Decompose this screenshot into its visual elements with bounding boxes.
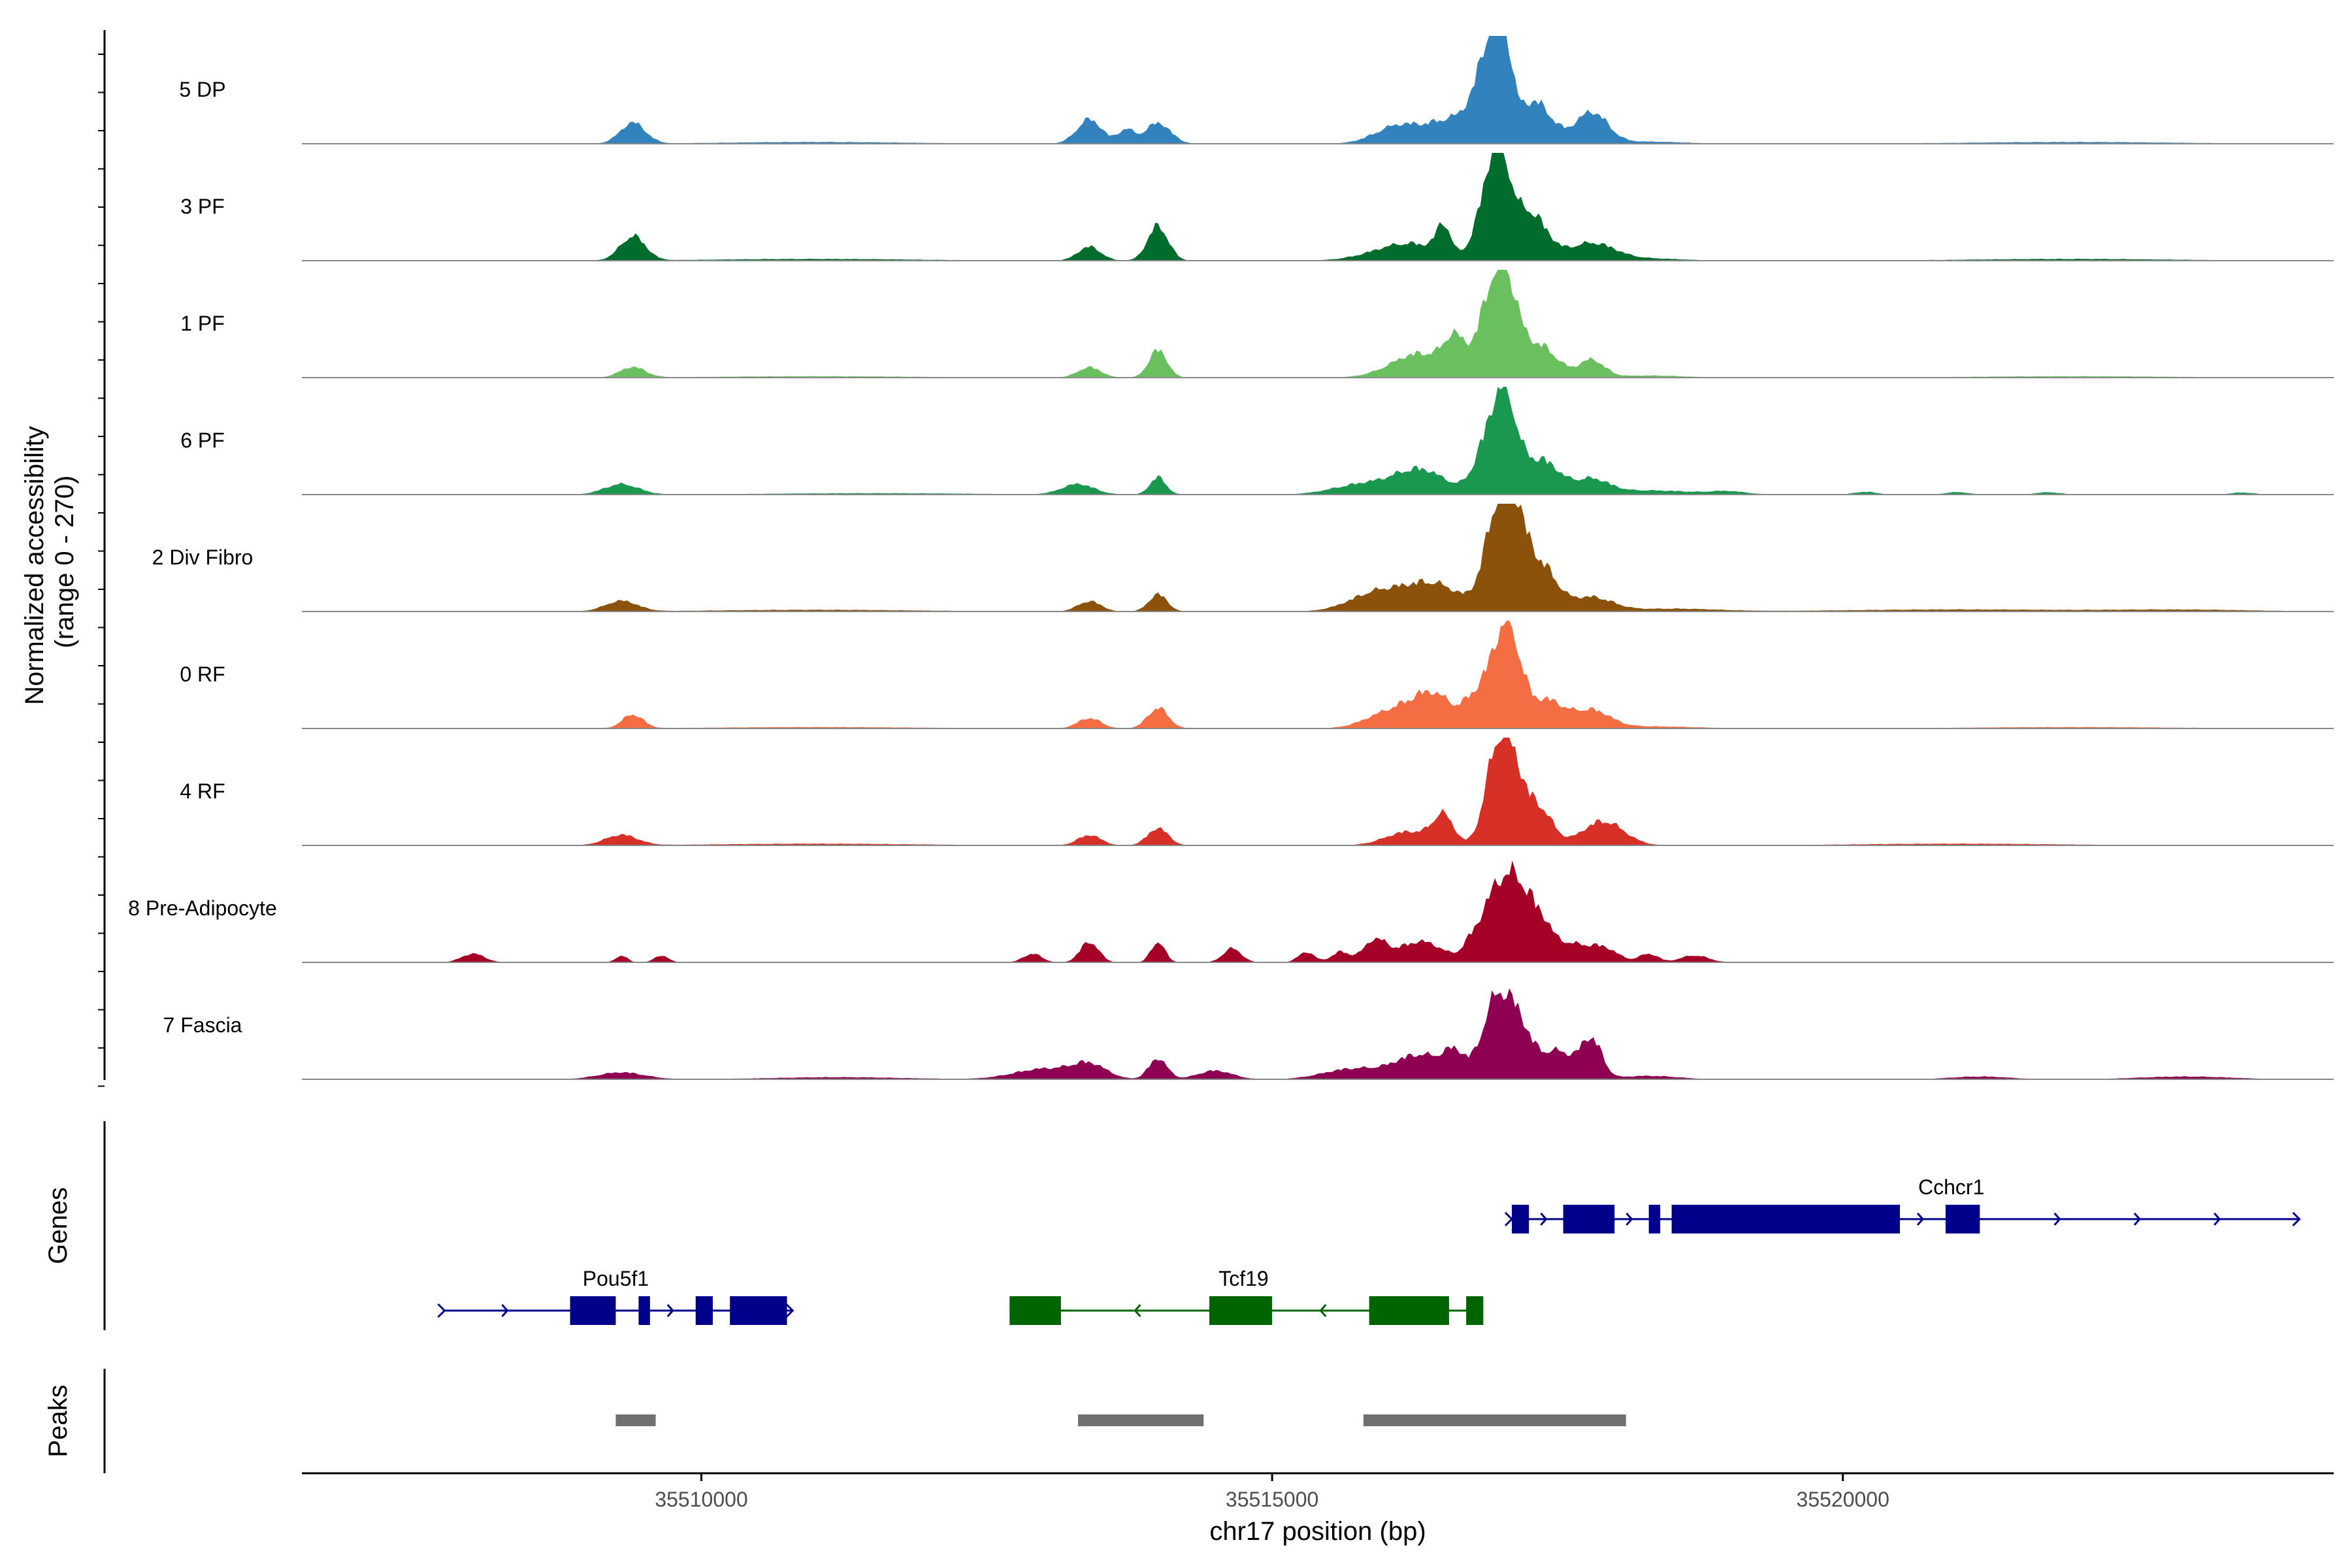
track-label: 7 Fascia bbox=[163, 1013, 242, 1037]
track-area bbox=[302, 36, 2334, 144]
genes-axis-label: Genes bbox=[44, 1187, 73, 1264]
exon bbox=[1563, 1205, 1615, 1233]
track-1: 3 PF bbox=[180, 153, 2334, 261]
track-label: 4 RF bbox=[180, 779, 225, 803]
strand-arrow bbox=[437, 1303, 446, 1318]
exon bbox=[1209, 1296, 1273, 1325]
peak-region bbox=[1363, 1414, 1626, 1426]
x-axis-label: chr17 position (bp) bbox=[1209, 1517, 1426, 1546]
track-area bbox=[302, 621, 2334, 728]
gene-cchcr1: Cchcr1 bbox=[1504, 1175, 2301, 1233]
track-2: 1 PF bbox=[180, 270, 2334, 378]
gene-annotations: Cchcr1 Pou5f1 Tcf19 bbox=[437, 1175, 2301, 1325]
track-4: 2 Div Fibro bbox=[152, 504, 2334, 612]
exon bbox=[1009, 1296, 1061, 1325]
gene-label: Tcf19 bbox=[1218, 1267, 1268, 1290]
track-label: 2 Div Fibro bbox=[152, 546, 253, 569]
x-axis-ticks: 35510000 35515000 35520000 bbox=[655, 1473, 1889, 1511]
exon bbox=[695, 1296, 713, 1325]
peak-regions bbox=[615, 1414, 1626, 1426]
track-area bbox=[302, 153, 2334, 261]
coverage-y-ticks bbox=[98, 54, 105, 1087]
strand-arrow bbox=[2292, 1211, 2301, 1227]
track-6: 4 RF bbox=[180, 738, 2334, 846]
y-axis-label: Normalized accessibility (range 0 - 270) bbox=[20, 419, 79, 705]
track-label: 5 DP bbox=[179, 78, 225, 101]
x-tick-label: 35520000 bbox=[1797, 1488, 1889, 1511]
strand-arrow bbox=[1916, 1213, 1925, 1226]
track-label: 6 PF bbox=[180, 429, 225, 452]
track-area bbox=[302, 988, 2334, 1079]
track-label: 3 PF bbox=[180, 195, 225, 218]
track-8: 7 Fascia bbox=[163, 988, 2334, 1080]
exon bbox=[1671, 1205, 1901, 1233]
track-7: 8 Pre-Adipocyte bbox=[128, 860, 2334, 963]
gene-pou5f1: Pou5f1 bbox=[437, 1267, 794, 1325]
exon bbox=[1648, 1205, 1661, 1233]
track-area bbox=[302, 387, 2334, 495]
strand-arrow bbox=[2133, 1213, 2141, 1226]
strand-arrow bbox=[666, 1304, 674, 1317]
strand-arrow bbox=[501, 1304, 509, 1317]
strand-arrow bbox=[1134, 1304, 1141, 1317]
exon bbox=[1512, 1205, 1529, 1233]
gene-label: Pou5f1 bbox=[583, 1267, 649, 1290]
exon bbox=[730, 1296, 787, 1325]
x-tick-label: 35510000 bbox=[655, 1488, 747, 1511]
gene-tcf19: Tcf19 bbox=[1009, 1267, 1484, 1325]
track-label: 1 PF bbox=[180, 312, 225, 335]
track-area bbox=[302, 860, 2334, 962]
exon bbox=[1466, 1296, 1484, 1325]
track-5: 0 RF bbox=[180, 621, 2334, 729]
strand-arrow bbox=[1540, 1213, 1548, 1226]
track-area bbox=[302, 738, 2334, 845]
strand-arrow bbox=[785, 1303, 794, 1318]
track-label: 0 RF bbox=[180, 662, 225, 686]
strand-arrow bbox=[1625, 1213, 1633, 1226]
exon bbox=[1945, 1205, 1980, 1233]
strand-arrow bbox=[1504, 1211, 1514, 1227]
peak-region bbox=[615, 1414, 656, 1426]
strand-arrow bbox=[2213, 1213, 2221, 1226]
track-label: 8 Pre-Adipocyte bbox=[128, 896, 277, 920]
exon bbox=[638, 1296, 650, 1325]
peak-region bbox=[1078, 1414, 1204, 1426]
exon bbox=[570, 1296, 616, 1325]
x-tick-label: 35515000 bbox=[1226, 1488, 1318, 1511]
track-area bbox=[302, 504, 2334, 612]
strand-arrow bbox=[2053, 1213, 2061, 1226]
gene-label: Cchcr1 bbox=[1918, 1175, 1984, 1199]
track-area bbox=[302, 270, 2334, 378]
track-0: 5 DP bbox=[179, 36, 2334, 144]
exon bbox=[1369, 1296, 1449, 1325]
track-3: 6 PF bbox=[180, 387, 2334, 495]
coverage-tracks: 5 DP 3 PF 1 PF 6 PF 2 Div Fibro 0 RF 4 RF 8 Pre… bbox=[128, 36, 2334, 1080]
strand-arrow bbox=[1319, 1304, 1327, 1317]
peaks-axis-label: Peaks bbox=[44, 1384, 73, 1457]
